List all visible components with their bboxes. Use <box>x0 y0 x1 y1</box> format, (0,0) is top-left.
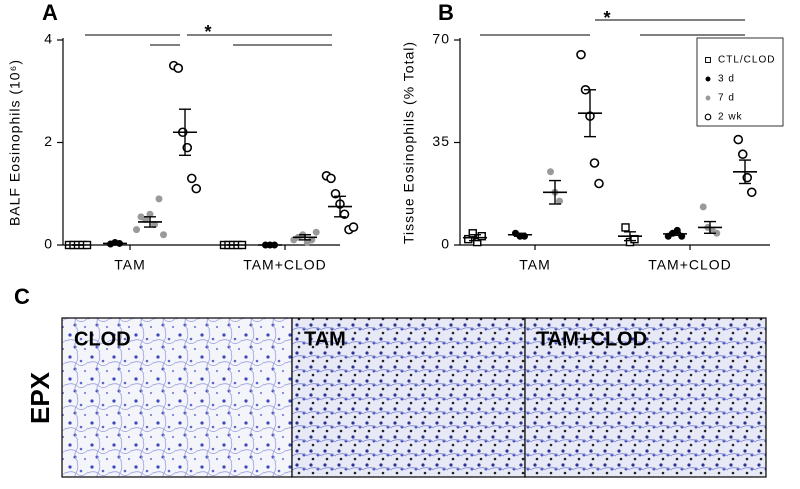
significance-star: * <box>204 22 211 42</box>
significance-star: * <box>603 8 610 28</box>
series-group <box>733 134 757 198</box>
legend-marker <box>705 76 711 82</box>
micrograph <box>61 317 293 478</box>
point <box>699 203 707 211</box>
series-group <box>258 241 282 249</box>
point <box>594 178 604 189</box>
series-group <box>103 238 127 248</box>
x-tick-label: TAM+CLOD <box>648 257 732 273</box>
point <box>146 210 154 218</box>
series-group <box>463 229 487 247</box>
point <box>589 158 600 168</box>
point <box>326 173 336 184</box>
series-group <box>618 223 642 247</box>
micrograph-label: TAM+CLOD <box>537 328 647 350</box>
point <box>133 226 140 234</box>
panel-label: A <box>42 0 58 25</box>
micrograph-label: CLOD <box>74 328 131 350</box>
legend-marker <box>705 95 711 101</box>
point <box>308 236 316 244</box>
y-tick-label: 2 <box>44 133 53 149</box>
x-tick-label: TAM <box>114 257 146 273</box>
micrograph <box>291 317 526 478</box>
legend-entry: 2 wk <box>704 112 743 123</box>
legend-entry: CTL/CLOD <box>705 55 775 66</box>
series-group <box>576 49 604 189</box>
stain-label: EPX <box>25 371 55 424</box>
point <box>556 197 563 205</box>
point <box>142 215 149 223</box>
series-group <box>663 226 687 240</box>
y-axis-label: BALF Eosinophils (10⁶) <box>7 59 23 226</box>
point <box>191 183 202 194</box>
x-tick-label: TAM <box>519 257 551 273</box>
y-tick-label: 0 <box>44 236 53 252</box>
series-group <box>168 60 202 194</box>
series-group <box>543 168 567 205</box>
point <box>473 237 482 247</box>
point <box>312 228 320 236</box>
point <box>746 187 757 198</box>
y-tick-label: 4 <box>44 31 53 47</box>
point <box>576 49 586 60</box>
legend-box <box>696 37 784 127</box>
y-tick-label: 35 <box>432 133 450 149</box>
point <box>151 221 158 228</box>
legend-marker <box>705 57 711 63</box>
point <box>464 234 473 244</box>
y-tick-label: 70 <box>432 31 450 47</box>
y-tick-label: 0 <box>441 236 450 252</box>
legend-label: CTL/CLOD <box>718 55 775 66</box>
point <box>737 149 748 160</box>
point <box>173 63 184 73</box>
point <box>713 229 721 237</box>
legend-entry: 3 d <box>705 74 735 85</box>
micrograph <box>524 317 767 478</box>
series-group <box>321 171 359 235</box>
point <box>733 134 744 145</box>
series-group <box>698 203 722 237</box>
panel-label: B <box>438 0 454 25</box>
x-tick-label: TAM+CLOD <box>243 257 327 273</box>
series-group <box>290 228 320 246</box>
legend-label: 2 wk <box>718 112 743 123</box>
point <box>348 222 359 232</box>
point <box>160 231 167 239</box>
micrograph-label: TAM <box>304 328 346 350</box>
point <box>621 223 630 232</box>
point <box>186 173 197 184</box>
series-group <box>219 240 247 250</box>
legend-marker <box>704 113 712 121</box>
point <box>468 229 477 238</box>
series-group <box>133 195 167 239</box>
series-group <box>508 229 532 240</box>
legend-label: 3 d <box>718 74 735 85</box>
point <box>547 168 554 176</box>
y-axis-label: Tissue Eosinophils (% Total) <box>401 41 417 244</box>
legend-label: 7 d <box>718 93 735 104</box>
panel-c: C EPX CLOD TAM TAM+CLOD <box>14 284 767 478</box>
series-group <box>64 240 92 250</box>
point <box>155 195 163 203</box>
panel-label: C <box>14 284 30 309</box>
legend-entry: 7 d <box>705 93 735 104</box>
point <box>477 232 486 241</box>
